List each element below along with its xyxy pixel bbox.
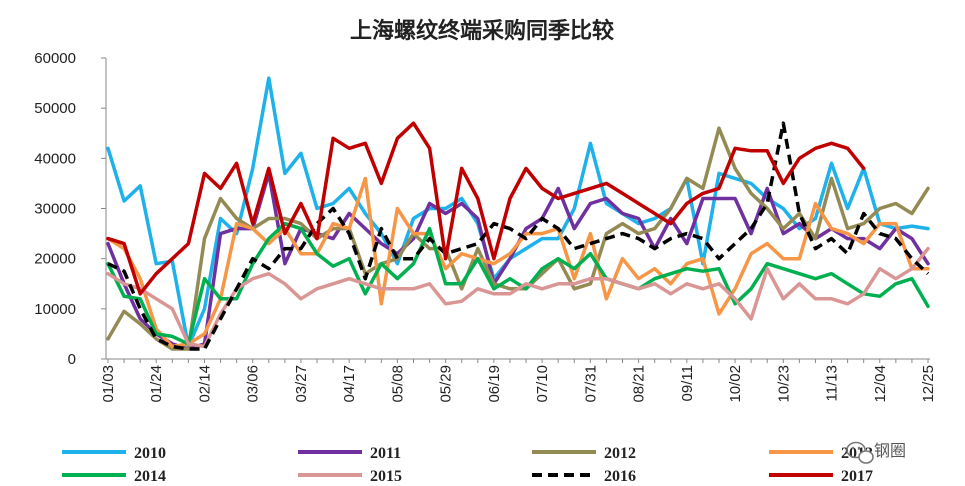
x-tick-label: 03/27: [293, 365, 310, 403]
chart-title: 上海螺纹终端采购同季比较: [350, 18, 614, 44]
watermark: 钢圈: [846, 441, 906, 464]
legend-label-2012: 2012: [604, 445, 636, 462]
y-tick-label: 60000: [34, 50, 76, 67]
legend-label-2014: 2014: [134, 468, 166, 485]
legend-label-2015: 2015: [370, 468, 402, 485]
x-axis: 01/03 01/24 02/14 03/06 03/27 04/17 05/08 05/29…: [100, 358, 937, 403]
x-tick-label: 07/31: [582, 365, 599, 403]
series-line-2011: [106, 171, 930, 351]
x-tick-label: 06/19: [486, 365, 503, 403]
y-tick-label: 30000: [34, 201, 76, 218]
x-tick-label: 03/06: [245, 365, 262, 403]
y-tick-label: 0: [68, 351, 76, 368]
y-axis: 0 10000 20000 30000 40000 50000 60000: [34, 50, 107, 368]
x-tick-label: 04/17: [341, 365, 358, 403]
series-line-2014: [106, 221, 930, 346]
legend-label-2011: 2011: [370, 445, 401, 462]
x-tick-label: 05/08: [389, 365, 406, 403]
legend-label-2010: 2010: [134, 445, 166, 462]
series-line-2016: [107, 121, 930, 351]
series-line-2015: [106, 246, 930, 349]
x-tick-label: 12/04: [872, 365, 889, 403]
series-lines: [106, 76, 930, 351]
series-line-2010: [106, 76, 930, 349]
legend-label-2017: 2017: [841, 468, 873, 485]
x-tick-label: 01/24: [148, 365, 165, 403]
y-tick-label: 50000: [34, 100, 76, 117]
x-tick-label: 05/29: [438, 365, 455, 403]
y-tick-label: 20000: [34, 251, 76, 268]
series-line-2017: [106, 121, 866, 296]
x-tick-label: 01/03: [100, 365, 117, 403]
watermark-text: 钢圈: [874, 441, 906, 460]
wechat-icon: [846, 441, 874, 464]
x-tick-label: 09/11: [679, 365, 696, 401]
x-tick-label: 10/23: [775, 365, 792, 403]
x-tick-label: 12/25: [920, 365, 937, 403]
series-line-2013: [106, 176, 930, 349]
legend-label-2016: 2016: [604, 468, 636, 485]
y-tick-label: 40000: [34, 150, 76, 167]
x-tick-label: 07/10: [534, 365, 551, 403]
x-tick-label: 11/13: [824, 365, 841, 401]
x-tick-label: 10/02: [727, 365, 744, 403]
x-tick-label: 08/21: [631, 365, 648, 403]
x-tick-label: 02/14: [196, 365, 213, 403]
y-tick-label: 10000: [34, 301, 76, 318]
